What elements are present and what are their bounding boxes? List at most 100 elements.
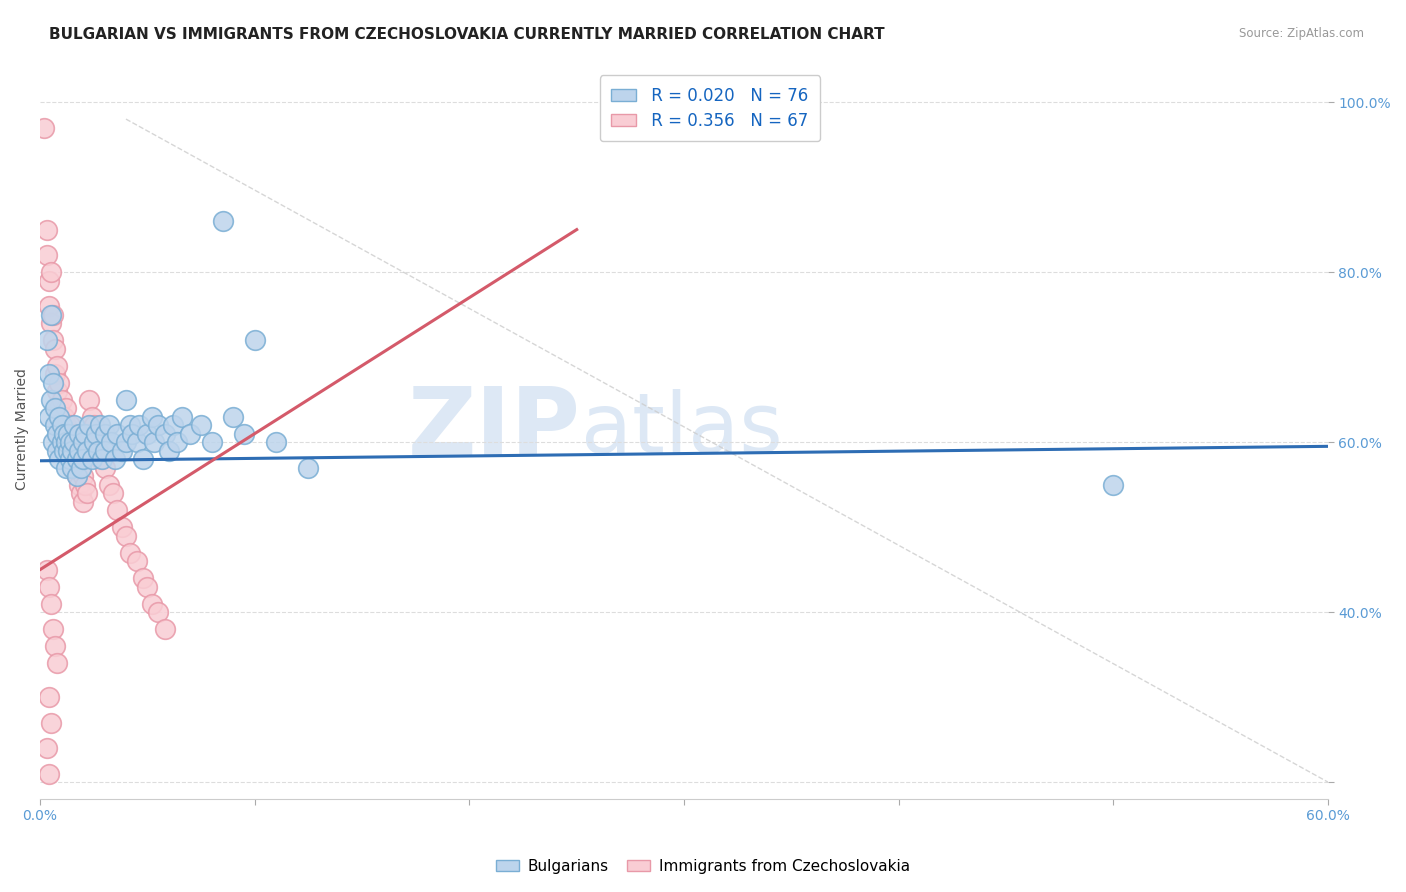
Point: [60, 426, 83, 441]
Point: [80, 452, 103, 467]
Point: [201, 435, 224, 450]
Point: [79, 418, 101, 433]
Point: [35, 741, 58, 756]
Point: [35, 333, 58, 347]
Point: [48, 452, 70, 467]
Point: [72, 494, 94, 508]
Point: [44, 639, 66, 653]
Point: [93, 426, 115, 441]
Point: [39, 316, 62, 330]
Point: [132, 571, 155, 585]
Point: [48, 409, 70, 424]
Point: [146, 418, 169, 433]
Point: [162, 418, 184, 433]
Point: [243, 333, 266, 347]
Point: [46, 426, 69, 441]
Point: [38, 580, 60, 594]
Point: [60, 443, 83, 458]
Point: [75, 426, 97, 441]
Point: [42, 622, 65, 636]
Point: [65, 452, 87, 467]
Point: [87, 443, 110, 458]
Text: atlas: atlas: [581, 389, 783, 470]
Point: [153, 426, 176, 441]
Point: [179, 426, 201, 441]
Point: [38, 274, 60, 288]
Point: [93, 460, 115, 475]
Point: [39, 308, 62, 322]
Point: [35, 563, 58, 577]
Point: [264, 435, 287, 450]
Point: [35, 248, 58, 262]
Point: [75, 477, 97, 491]
Point: [101, 486, 124, 500]
Point: [63, 435, 86, 450]
Point: [97, 477, 120, 491]
Point: [120, 418, 142, 433]
Point: [39, 265, 62, 279]
Point: [65, 469, 87, 483]
Point: [67, 443, 90, 458]
Point: [70, 486, 93, 500]
Point: [76, 486, 98, 500]
Point: [63, 418, 86, 433]
Point: [125, 554, 148, 568]
Legend: Bulgarians, Immigrants from Czechoslovakia: Bulgarians, Immigrants from Czechoslovak…: [489, 853, 917, 880]
Point: [79, 392, 101, 407]
Point: [46, 443, 69, 458]
Point: [46, 656, 69, 670]
Point: [128, 418, 150, 433]
Point: [142, 435, 165, 450]
Text: ZIP: ZIP: [408, 384, 581, 475]
Point: [83, 435, 105, 450]
Point: [80, 409, 103, 424]
Point: [52, 426, 75, 441]
Point: [51, 392, 73, 407]
Point: [55, 418, 77, 433]
Point: [63, 460, 86, 475]
Point: [39, 715, 62, 730]
Point: [35, 222, 58, 236]
Point: [38, 766, 60, 780]
Point: [67, 452, 90, 467]
Point: [91, 452, 114, 467]
Point: [44, 367, 66, 381]
Point: [157, 443, 180, 458]
Point: [170, 409, 193, 424]
Point: [48, 376, 70, 390]
Point: [115, 435, 138, 450]
Point: [38, 409, 60, 424]
Point: [65, 469, 87, 483]
Point: [59, 435, 82, 450]
Point: [67, 426, 90, 441]
Point: [52, 426, 75, 441]
Point: [141, 409, 163, 424]
Legend:  R = 0.020   N = 76,  R = 0.356   N = 67: R = 0.020 N = 76, R = 0.356 N = 67: [599, 75, 820, 141]
Point: [51, 418, 73, 433]
Point: [146, 605, 169, 619]
Point: [190, 418, 212, 433]
Point: [83, 418, 105, 433]
Point: [84, 435, 107, 450]
Point: [46, 359, 69, 373]
Point: [70, 460, 93, 475]
Point: [59, 452, 82, 467]
Point: [42, 376, 65, 390]
Point: [38, 367, 60, 381]
Point: [44, 418, 66, 433]
Point: [72, 469, 94, 483]
Point: [51, 418, 73, 433]
Point: [39, 597, 62, 611]
Point: [67, 477, 90, 491]
Point: [42, 435, 65, 450]
Point: [1102, 477, 1125, 491]
Point: [55, 460, 77, 475]
Y-axis label: Currently Married: Currently Married: [15, 368, 30, 491]
Point: [52, 409, 75, 424]
Point: [44, 401, 66, 415]
Point: [89, 452, 111, 467]
Point: [132, 452, 155, 467]
Point: [55, 435, 77, 450]
Point: [52, 443, 75, 458]
Point: [44, 342, 66, 356]
